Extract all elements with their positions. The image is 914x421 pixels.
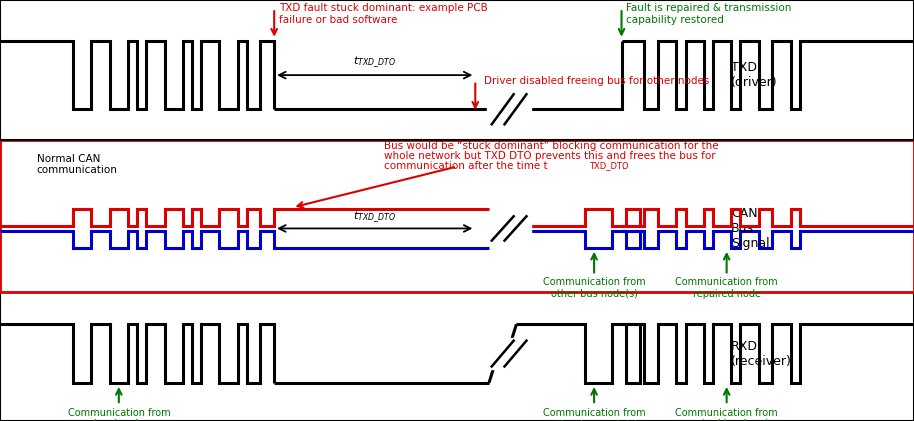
Text: CAN
Bus
Signal: CAN Bus Signal — [731, 207, 770, 250]
Text: TXD fault stuck dominant: example PCB
failure or bad software: TXD fault stuck dominant: example PCB fa… — [279, 3, 487, 25]
Text: $t_{TXD\_DTO}$: $t_{TXD\_DTO}$ — [354, 209, 396, 224]
Text: $t_{TXD\_DTO}$: $t_{TXD\_DTO}$ — [354, 54, 396, 69]
Text: communication after the time t: communication after the time t — [384, 161, 547, 171]
Text: Communication from
other bus node(s): Communication from other bus node(s) — [543, 277, 645, 298]
Text: TXD_DTO: TXD_DTO — [590, 161, 629, 170]
Text: Bus would be “stuck dominant” blocking communication for the: Bus would be “stuck dominant” blocking c… — [384, 141, 718, 151]
Text: Communication from
repaired local node: Communication from repaired local node — [675, 408, 778, 421]
Text: .: . — [622, 161, 625, 171]
Text: Normal CAN
communication: Normal CAN communication — [37, 154, 117, 176]
Text: RXD
(receiver): RXD (receiver) — [731, 340, 792, 368]
Text: Fault is repaired & transmission
capability restored: Fault is repaired & transmission capabil… — [626, 3, 792, 25]
Text: TXD
(driver): TXD (driver) — [731, 61, 778, 89]
Text: Driver disabled freeing bus for other nodes: Driver disabled freeing bus for other no… — [484, 76, 710, 85]
Text: whole network but TXD DTO prevents this and frees the bus for: whole network but TXD DTO prevents this … — [384, 151, 716, 161]
Text: Communication from
repaired node: Communication from repaired node — [675, 277, 778, 298]
Text: Communication from
other bus node(s): Communication from other bus node(s) — [543, 408, 645, 421]
Text: Communication from
local node: Communication from local node — [68, 408, 170, 421]
